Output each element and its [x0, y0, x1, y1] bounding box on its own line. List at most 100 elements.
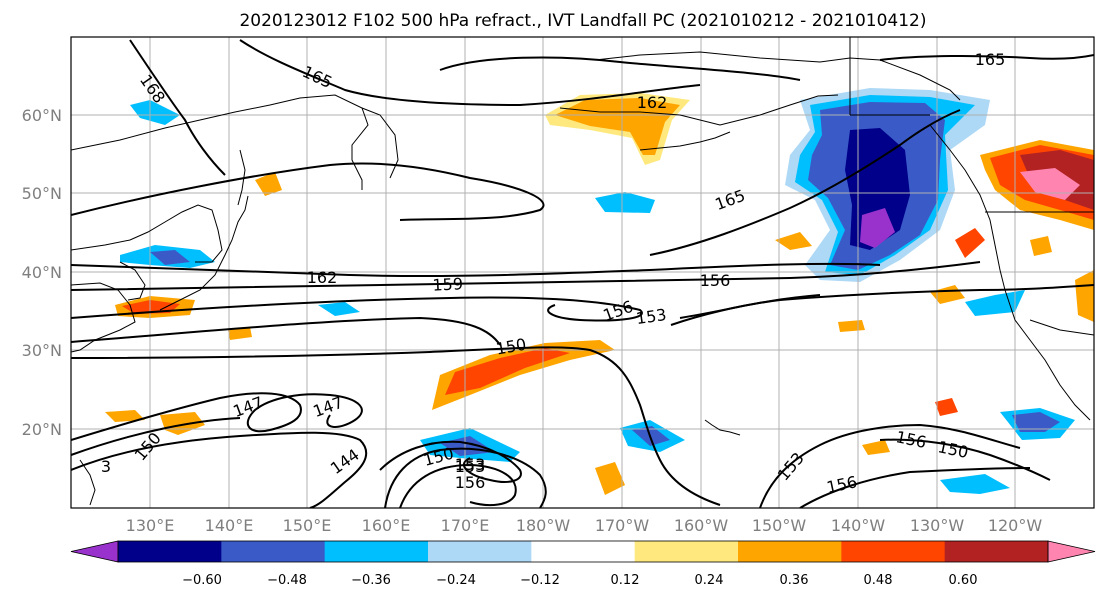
contour-line [799, 467, 1031, 508]
contour-line [239, 39, 701, 107]
longitude-label: 140°W [831, 516, 886, 535]
contour-line [71, 162, 545, 221]
longitude-label: 180°W [516, 516, 571, 535]
contour-line [71, 296, 643, 322]
figure-title: 2020123012 F102 500 hPa refract., IVT La… [239, 11, 926, 31]
contour-line [879, 438, 1051, 481]
coastline-philippines [79, 459, 96, 506]
colorbar-cell [634, 541, 739, 562]
coastline-hawaii [704, 419, 741, 436]
contour-line [71, 262, 881, 278]
negative-anomaly-patch [965, 290, 1025, 316]
contour-label: 153 [455, 455, 486, 474]
contour-line [439, 56, 801, 81]
contour-line [384, 447, 547, 508]
negative-anomaly-gulf-alaska [860, 208, 895, 248]
colorbar-cell [118, 541, 222, 562]
coastline-asia [71, 282, 136, 353]
contour-line [129, 39, 226, 176]
positive-anomaly-patch [1030, 236, 1052, 256]
coastlines [71, 37, 1094, 506]
longitude-label: 130°E [126, 516, 175, 535]
longitude-label: 160°W [674, 516, 729, 535]
contour-line [879, 54, 1094, 61]
contour-line [71, 316, 501, 346]
negative-anomaly-patch [150, 250, 190, 265]
refractivity-contours [71, 39, 1094, 508]
longitude-label: 120°W [988, 516, 1043, 535]
map-panel: 168 165 165 165 162 162 159 156 156 156 … [70, 36, 1095, 509]
longitude-label: 130°W [910, 516, 965, 535]
longitude-label: 170°W [595, 516, 650, 535]
contour-label: 162 [637, 93, 668, 112]
contour-line [71, 417, 241, 456]
latitude-label: 20°N [22, 420, 62, 439]
colorbar-tick-label: 0.24 [695, 573, 724, 588]
positive-anomaly-patch [105, 410, 145, 422]
shaded-field [105, 88, 1094, 495]
contour-label: 165 [975, 50, 1006, 69]
positive-anomaly-patch [255, 172, 282, 196]
colorbar-cell [841, 541, 946, 562]
negative-anomaly-patch [940, 474, 1010, 494]
colorbar-cell [738, 541, 842, 562]
longitude-label: 150°W [752, 516, 807, 535]
coastline-japan [159, 195, 249, 311]
contour-label: 153 [635, 305, 668, 328]
contour-line [379, 440, 522, 483]
colorbar: −0.60 −0.48 −0.36 −0.24 −0.12 0.12 0.24 … [70, 540, 1096, 588]
colorbar-cell [944, 541, 1049, 562]
negative-anomaly-patch [130, 100, 180, 125]
colorbar-cell [428, 541, 532, 562]
coastline-asia [71, 204, 223, 263]
positive-anomaly-subtropical [432, 340, 615, 410]
latitude-label: 50°N [22, 184, 62, 203]
contour-label: 159 [432, 274, 463, 295]
positive-anomaly-patch [228, 327, 252, 340]
longitude-labels: 130°E 140°E 150°E 160°E 170°E 180°W 170°… [126, 516, 1043, 535]
colorbar-cell [531, 541, 636, 562]
negative-anomaly-patch [318, 302, 360, 316]
positive-anomaly-subtropical [445, 348, 570, 395]
coastline-alaska [559, 94, 839, 126]
colorbar-extend-min [70, 540, 119, 563]
latitude-label: 60°N [22, 106, 62, 125]
coastline-sakhalin [237, 149, 246, 206]
latitude-label: 30°N [22, 341, 62, 360]
longitude-label: 160°E [362, 516, 411, 535]
latitude-label: 40°N [22, 263, 62, 282]
negative-anomaly-patch [1012, 412, 1060, 432]
contour-label: 153 [455, 457, 486, 476]
positive-anomaly-california [955, 228, 985, 258]
positive-anomaly-patch [775, 232, 812, 250]
contour-line [649, 109, 961, 256]
colorbar-cell [324, 541, 429, 562]
colorbar-tick-label: −0.60 [182, 573, 222, 588]
contour-line [71, 346, 721, 506]
positive-anomaly-patch [838, 320, 865, 332]
contour-label: 3 [101, 457, 111, 476]
contour-label: 156 [700, 271, 731, 290]
latitude-labels: 60°N 50°N 40°N 30°N 20°N [22, 106, 62, 439]
contour-line [71, 392, 363, 441]
colorbar-tick-label: 0.60 [949, 573, 978, 588]
map-frame [70, 36, 1095, 509]
contour-line [399, 463, 517, 508]
colorbar-tick-label: −0.36 [351, 573, 391, 588]
colorbar-tick-labels: −0.60 −0.48 −0.36 −0.24 −0.12 0.12 0.24 … [182, 573, 977, 588]
negative-anomaly-patch [595, 192, 655, 213]
contour-label: 156 [455, 473, 486, 492]
colorbar-cells [70, 540, 1096, 563]
border-us-mexico [1029, 319, 1094, 336]
colorbar-frame [117, 540, 1049, 563]
contour-line [679, 294, 821, 319]
colorbar-tick-label: −0.24 [436, 573, 476, 588]
positive-anomaly-pacific-northwest [1020, 168, 1080, 200]
positive-anomaly-patch [595, 462, 625, 495]
coastline-north-america [929, 124, 1091, 421]
negative-anomaly-gulf-alaska [845, 128, 910, 250]
colorbar-tick-label: 0.12 [611, 573, 640, 588]
colorbar-tick-label: 0.36 [780, 573, 809, 588]
contour-line [759, 423, 1021, 508]
